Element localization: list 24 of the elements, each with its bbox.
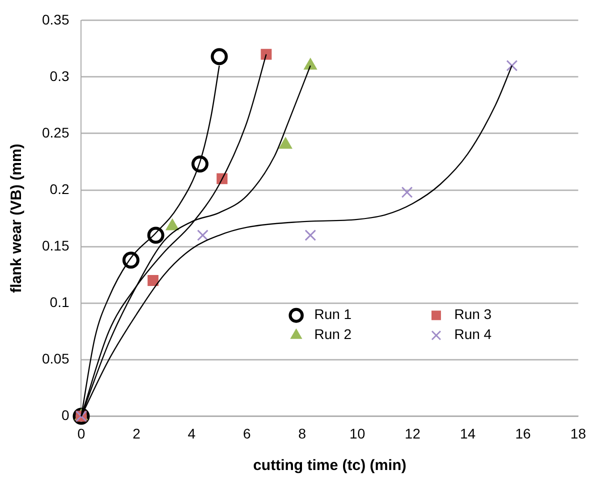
x-tick-label: 8: [298, 425, 306, 442]
legend-label: Run 3: [454, 306, 492, 322]
x-tick-label: 14: [460, 425, 476, 442]
x-tick-label: 18: [570, 425, 586, 442]
x-tick-label: 0: [77, 425, 86, 442]
x-tick-label: 10: [350, 425, 366, 442]
x-tick-label: 4: [188, 425, 196, 442]
y-tick-label: 0.3: [50, 68, 70, 84]
y-tick-label: 0.25: [42, 124, 70, 140]
x-axis-title: cutting time (tc) (min): [253, 457, 406, 474]
y-tick-label: 0: [61, 407, 70, 424]
y-tick-label: 0.1: [50, 294, 70, 310]
y-tick-label: 0.35: [42, 11, 70, 28]
legend-label: Run 4: [454, 326, 492, 342]
y-tick-label: 0.2: [50, 180, 70, 197]
y-axis-title: flank wear (VB) (mm): [8, 144, 26, 293]
legend-label: Run 2: [314, 326, 352, 342]
x-tick-label: 16: [515, 425, 531, 442]
y-tick-label: 0.15: [42, 237, 70, 254]
x-tick-label: 2: [132, 425, 141, 442]
x-tick-label: 6: [243, 425, 252, 442]
y-tick-label: 0.05: [42, 350, 70, 367]
x-tick-label: 12: [404, 425, 421, 442]
legend-label: Run 1: [314, 306, 352, 322]
